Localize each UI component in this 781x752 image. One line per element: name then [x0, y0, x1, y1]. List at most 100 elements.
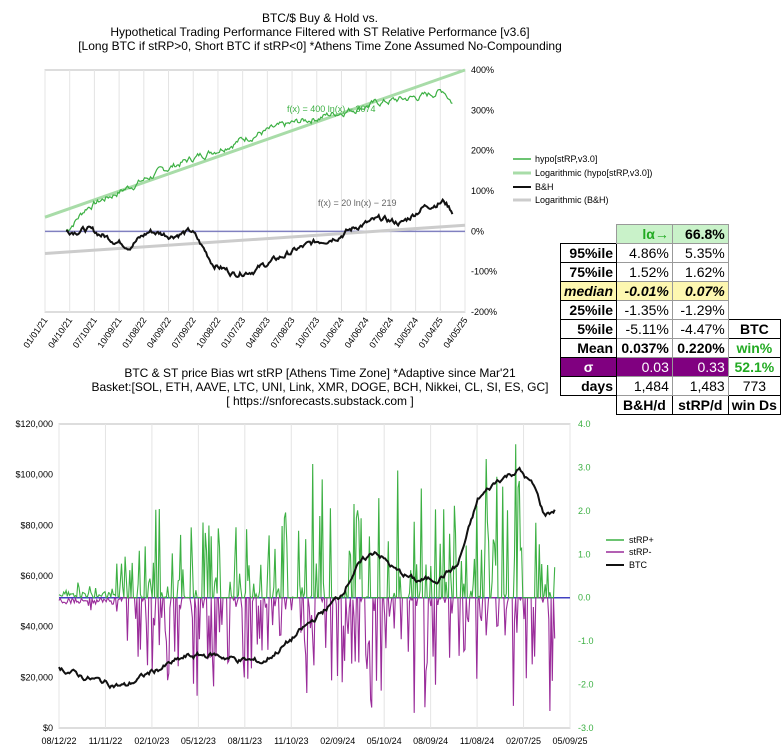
- stats-st: 1,483: [671, 376, 729, 396]
- stats-label: Mean: [559, 338, 618, 358]
- top-y-tick: 400%: [471, 65, 494, 75]
- bottom-title-line-1: BTC & ST price Bias wrt stRP [Athens Tim…: [124, 366, 516, 380]
- bottom-y-right-tick: 1.0: [578, 549, 591, 559]
- stats-bh: 1.52%: [616, 262, 673, 282]
- bottom-y-right-tick: 3.0: [578, 462, 591, 472]
- top-y-tick: 0%: [471, 226, 484, 236]
- top-chart: 400%300%200%100%0%-100%-200% 01/01/2104/…: [21, 65, 652, 350]
- stats-win-value: 52.1%: [727, 357, 781, 377]
- top-plot-area: [44, 69, 466, 313]
- stats-st: 1.62%: [671, 262, 729, 282]
- bottom-x-tick: 08/09/24: [413, 736, 448, 746]
- stats-row-mean: Mean 0.037% 0.220% win%: [559, 338, 781, 358]
- bottom-y-left-tick: $40,000: [20, 622, 53, 632]
- bottom-x-tick: 05/10/24: [367, 736, 402, 746]
- stats-bh: -0.01%: [616, 281, 673, 301]
- stats-bh: 1,484: [616, 376, 673, 396]
- stats-row-95: 95%ile 4.86% 5.35%: [559, 243, 781, 263]
- series-strp-neg: [58, 595, 556, 713]
- bottom-x-tick: 11/11/22: [89, 736, 123, 746]
- bottom-y-right-tick: 4.0: [578, 419, 591, 429]
- legend-neg: stRP-: [629, 547, 652, 557]
- bottom-legend: stRP+ stRP- BTC: [606, 535, 654, 570]
- stats-table: lα→ 66.8% 95%ile 4.86% 5.35% 75%ile 1.52…: [559, 224, 781, 415]
- series-btc: [58, 466, 556, 690]
- stats-bh: -1.35%: [616, 300, 673, 320]
- bottom-x-tick: 08/12/22: [41, 736, 76, 746]
- top-y-tick: 300%: [471, 105, 494, 115]
- series-bh: [65, 197, 454, 278]
- stats-label: 75%ile: [559, 262, 618, 282]
- bottom-x-tick: 08/11/23: [228, 736, 262, 746]
- series-strp-pos: [58, 444, 556, 600]
- top-y-tick: -100%: [471, 267, 497, 277]
- series-hypo-log: [44, 68, 466, 219]
- top-title-line-2: Hypothetical Trading Performance Filtere…: [110, 25, 530, 39]
- bottom-x-tick: 05/12/23: [181, 736, 216, 746]
- bottom-y-right-tick: -2.0: [578, 680, 594, 690]
- stats-st: 0.220%: [671, 338, 729, 358]
- top-chart-title: BTC/$ Buy & Hold vs. Hypothetical Tradin…: [0, 11, 640, 53]
- stats-bh: -5.11%: [616, 319, 673, 339]
- stats-bh: 4.86%: [616, 243, 673, 263]
- legend-bh-log: Logarithmic (B&H): [535, 195, 609, 205]
- stats-footer-st: stRP/d: [671, 395, 729, 415]
- top-title-line-1: BTC/$ Buy & Hold vs.: [261, 11, 379, 25]
- series-bh-log: [44, 223, 466, 255]
- stats-btc-label: BTC: [727, 319, 781, 339]
- stats-st: 0.33: [671, 357, 729, 377]
- bottom-x-tick: 11/08/24: [460, 736, 494, 746]
- stats-st: -1.29%: [671, 300, 729, 320]
- bottom-title-line-3: [ https://snforecasts.substack.com ]: [226, 394, 414, 408]
- bottom-plot-area: [58, 423, 571, 729]
- top-title-line-3: [Long BTC if stRP>0, Short BTC if stRP<0…: [78, 39, 562, 53]
- stats-row-5: 5%ile -5.11% -4.47% BTC: [559, 319, 781, 339]
- stats-st: -4.47%: [671, 319, 729, 339]
- stats-row-75: 75%ile 1.52% 1.62%: [559, 262, 781, 282]
- bottom-y-right-tick: 2.0: [578, 506, 591, 516]
- annotation-bh: f(x) = 20 ln(x) − 219: [318, 198, 397, 208]
- stats-row-sigma: σ 0.03 0.33 52.1%: [559, 357, 781, 377]
- legend-pos: stRP+: [629, 535, 654, 545]
- bottom-y-right-tick: 0.0: [578, 593, 591, 603]
- stats-row-25: 25%ile -1.35% -1.29%: [559, 300, 781, 320]
- top-y-tick: 100%: [471, 186, 494, 196]
- bottom-x-tick: 02/09/24: [320, 736, 355, 746]
- stats-row-median: median -0.01% 0.07%: [559, 281, 781, 301]
- bottom-title-line-2: Basket:[SOL, ETH, AAVE, LTC, UNI, Link, …: [91, 380, 549, 394]
- stats-label: 25%ile: [559, 300, 618, 320]
- legend-btc: BTC: [629, 560, 648, 570]
- stats-header-row: lα→ 66.8%: [561, 224, 781, 244]
- top-y-tick: -200%: [471, 307, 497, 317]
- alpha-label: lα→: [616, 224, 673, 244]
- bottom-y-left-tick: $20,000: [20, 672, 53, 682]
- stats-footer-bh: B&H/d: [616, 395, 673, 415]
- stats-label: days: [559, 376, 618, 396]
- bottom-y-left-tick: $80,000: [20, 520, 53, 530]
- bottom-y-left-tick: $100,000: [15, 470, 53, 480]
- bottom-y-left-tick: $120,000: [15, 419, 53, 429]
- legend-bh: B&H: [535, 182, 554, 192]
- stats-label: 5%ile: [559, 319, 618, 339]
- legend-hypo-log: Logarithmic (hypo[stRP,v3.0]): [535, 168, 652, 178]
- bottom-x-tick: 02/10/23: [134, 736, 169, 746]
- bottom-y-right-tick: -1.0: [578, 636, 594, 646]
- bottom-y-left-tick: $60,000: [20, 571, 53, 581]
- stats-bh: 0.03: [616, 357, 673, 377]
- bottom-y-right-tick: -3.0: [578, 723, 594, 733]
- alpha-value: 66.8%: [671, 224, 729, 244]
- bottom-x-tick: 05/09/25: [552, 736, 587, 746]
- bottom-y-left-tick: $0: [43, 723, 53, 733]
- stats-st: 0.07%: [671, 281, 729, 301]
- top-y-tick: 200%: [471, 146, 494, 156]
- bottom-x-tick: 02/07/25: [506, 736, 541, 746]
- stats-label: median: [559, 281, 618, 301]
- bottom-chart-title: BTC & ST price Bias wrt stRP [Athens Tim…: [0, 366, 640, 408]
- stats-st: 5.35%: [671, 243, 729, 263]
- stats-row-days: days 1,484 1,483 773: [559, 376, 781, 396]
- top-legend: hypo[stRP,v3.0] Logarithmic (hypo[stRP,v…: [513, 154, 652, 205]
- series-hypo: [65, 88, 453, 232]
- stats-win-label: win%: [727, 338, 781, 358]
- stats-footer-row: B&H/d stRP/d win Ds: [561, 395, 781, 415]
- stats-win-days: 773: [727, 376, 781, 396]
